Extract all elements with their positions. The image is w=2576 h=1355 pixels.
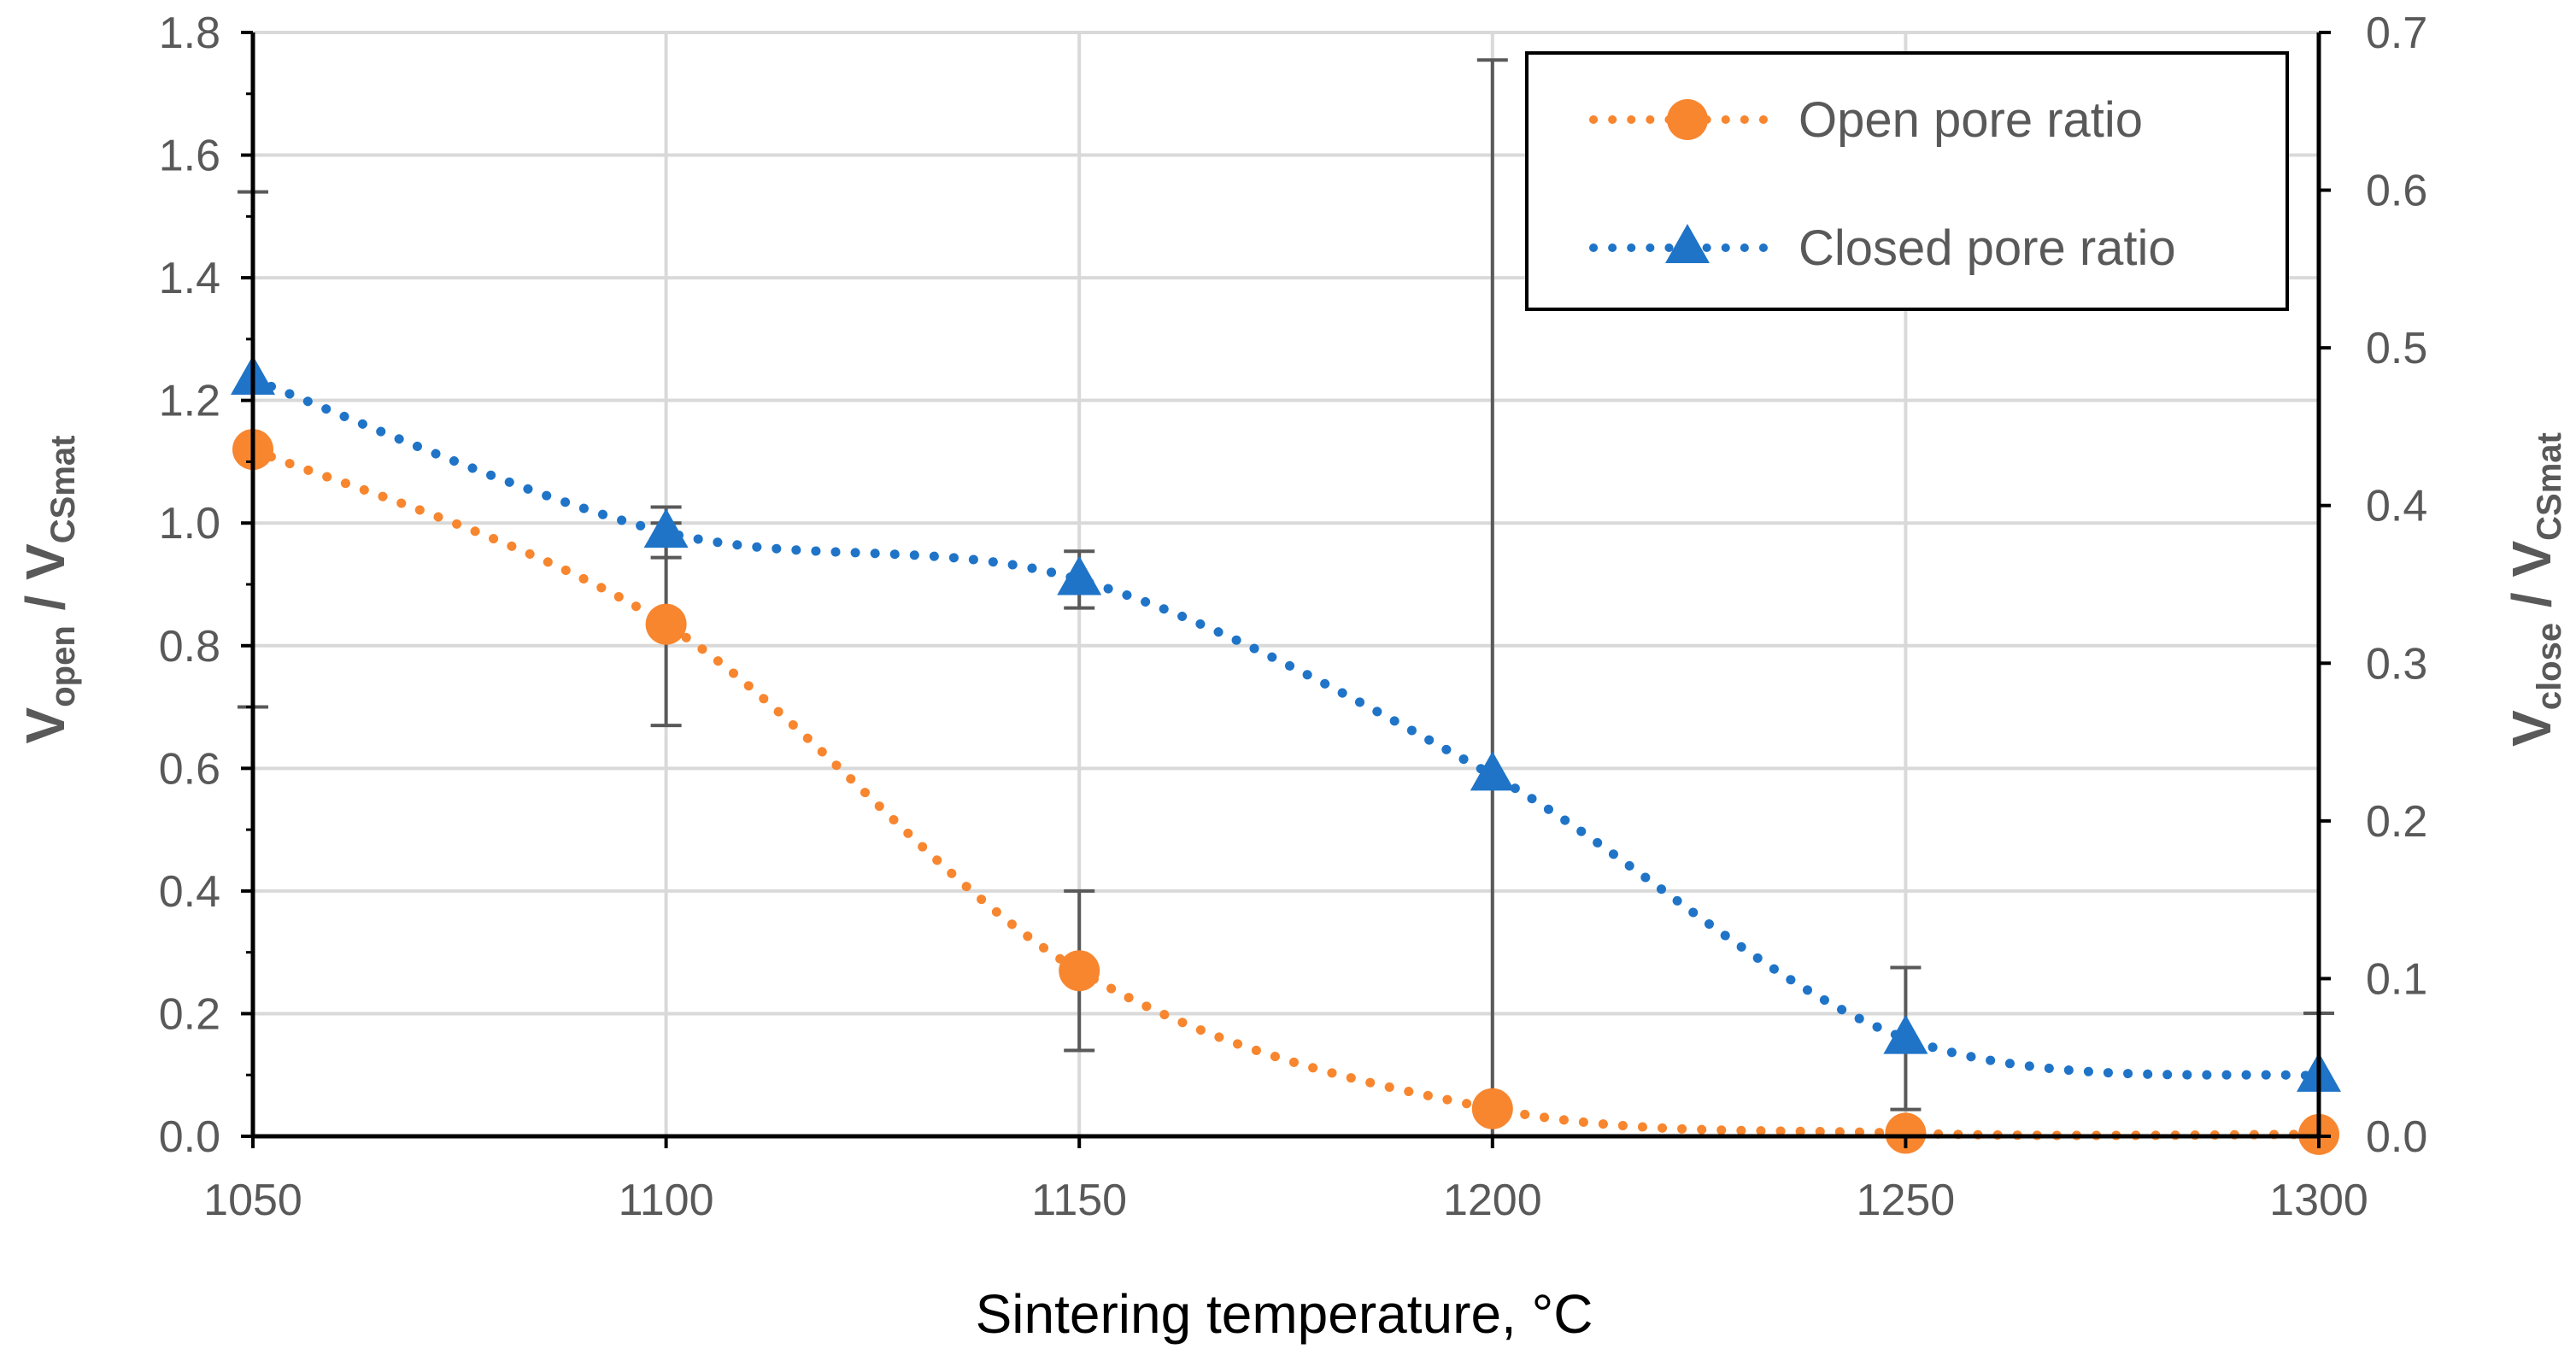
series-line-open (248, 444, 2324, 1141)
x-tick-label: 1250 (1857, 1176, 1956, 1225)
y-right-tick-label: 0.3 (2366, 639, 2427, 689)
data-point-open (645, 603, 687, 645)
y-left-label-main: V (15, 707, 76, 743)
y-axis-left-title: Vopen / VCSmat (15, 436, 82, 744)
data-point-closed (643, 508, 689, 548)
legend-label-closed: Closed pore ratio (1799, 220, 2176, 276)
y-right-label-sep: / V (2501, 541, 2562, 623)
data-point-open (1885, 1112, 1927, 1154)
y-right-label-main: V (2501, 710, 2562, 747)
svg-text:Vclose / VCSmat: Vclose / VCSmat (2501, 432, 2568, 747)
y-right-label-sub: close (2531, 623, 2568, 710)
series-line-closed (248, 374, 2324, 1082)
tick-labels: 0.0 0.2 0.4 0.6 0.8 1.0 1.2 1.4 1.6 1.8 1050 1100 11… (159, 9, 2428, 1225)
data-point-closed (1470, 751, 1515, 791)
legend-label-open: Open pore ratio (1799, 92, 2143, 148)
y-left-tick-label: 0.4 (159, 867, 220, 917)
legend-box (1525, 51, 2289, 311)
y-left-label-sep: / V (15, 543, 76, 625)
legend-marker-closed (1665, 224, 1710, 263)
y-right-tick-label: 0.5 (2366, 324, 2427, 373)
x-tick-label: 1100 (619, 1176, 714, 1225)
x-axis-title: Sintering temperature, °C (976, 1283, 1593, 1345)
y-left-tick-label: 1.4 (159, 254, 220, 303)
y-left-tick-label: 1.0 (159, 499, 220, 548)
y-left-label-sub2: CSmat (44, 436, 82, 544)
y-right-tick-label: 0.2 (2366, 797, 2427, 847)
x-tick-label: 1200 (1443, 1176, 1542, 1225)
svg-text:Vopen / VCSmat: Vopen / VCSmat (15, 436, 82, 744)
legend: Open pore ratio Closed pore ratio (1525, 51, 2289, 311)
y-left-tick-label: 0.6 (159, 744, 220, 794)
y-left-tick-label: 1.8 (159, 9, 220, 58)
data-point-closed (1057, 555, 1102, 595)
y-right-tick-label: 0.4 (2366, 482, 2427, 531)
y-left-tick-label: 0.2 (159, 989, 220, 1039)
series-lines (248, 374, 2324, 1141)
data-point-open (1471, 1088, 1513, 1129)
x-tick-label: 1300 (2269, 1176, 2368, 1225)
y-left-tick-label: 0.8 (159, 622, 220, 672)
axes (241, 31, 2331, 1148)
y-right-tick-label: 0.0 (2366, 1112, 2427, 1162)
y-right-tick-label: 0.7 (2366, 9, 2427, 58)
x-tick-label: 1150 (1031, 1176, 1127, 1225)
y-right-tick-label: 0.6 (2366, 167, 2427, 216)
x-axis-label: Sintering temperature, °C (976, 1283, 1593, 1345)
legend-marker-open (1667, 99, 1708, 140)
y-left-tick-label: 1.6 (159, 132, 220, 181)
y-right-tick-label: 0.1 (2366, 954, 2427, 1004)
y-right-label-sub2: CSmat (2531, 432, 2568, 541)
data-point-open (1059, 950, 1100, 992)
x-tick-label: 1050 (203, 1176, 302, 1225)
series-markers (231, 355, 2341, 1155)
data-point-closed (1883, 1014, 1928, 1054)
y-axis-right-title: Vclose / VCSmat (2501, 432, 2568, 747)
y-left-tick-label: 0.0 (159, 1112, 220, 1162)
y-left-label-sub: open (44, 625, 82, 707)
y-left-tick-label: 1.2 (159, 377, 220, 426)
